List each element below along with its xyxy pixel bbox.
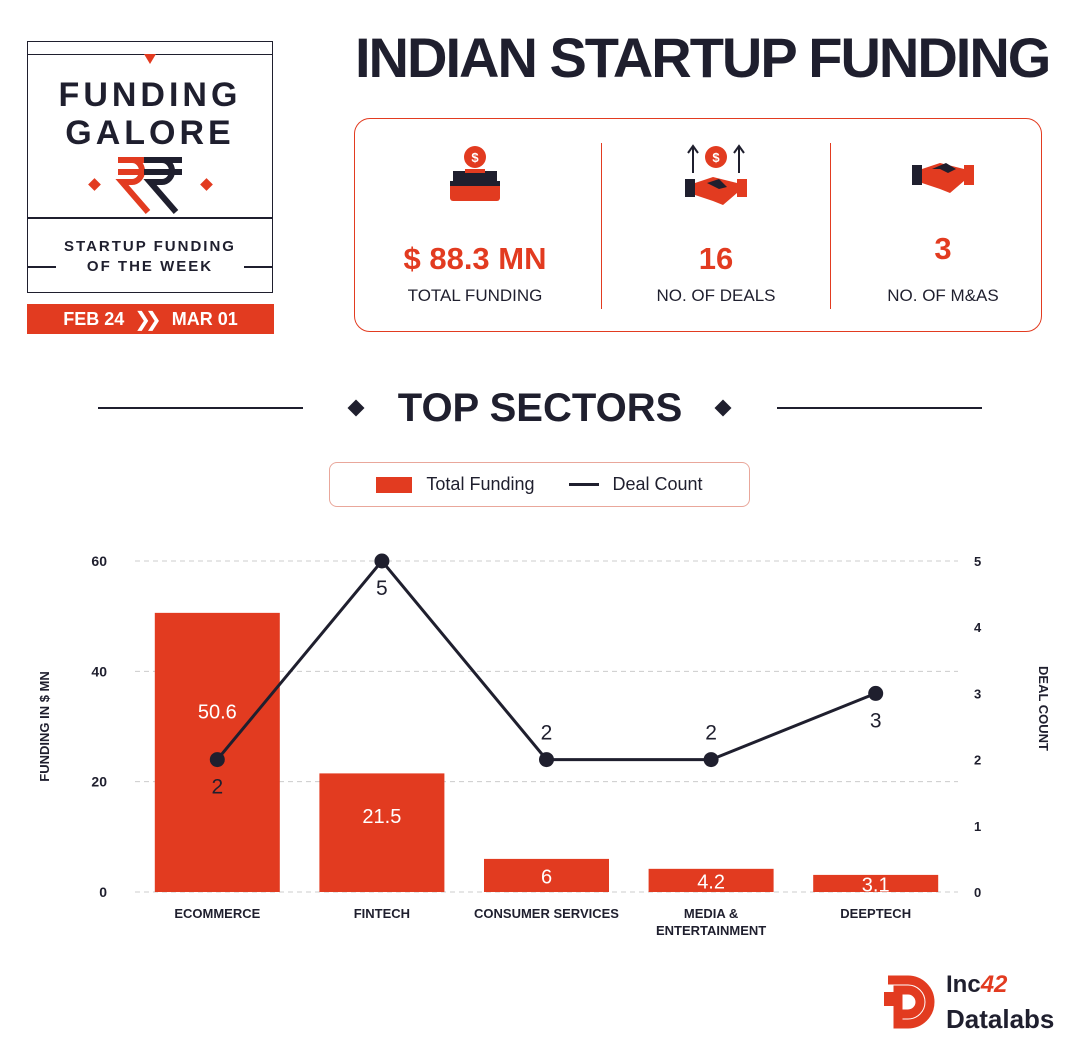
funding-bar-label: 50.6: [198, 702, 237, 724]
stat-value: 16: [698, 241, 734, 276]
section-diamond-right: [714, 399, 732, 417]
double-chevron-right-icon: ❯❯: [134, 308, 161, 331]
logo-brand: Inc42: [946, 973, 1007, 997]
logo-product: Datalabs: [946, 1004, 1055, 1034]
y2-tick-label: 0: [974, 885, 981, 900]
date-range-bar: FEB 24 ❯❯ MAR 01: [27, 304, 274, 334]
legend-bar-swatch: [376, 476, 413, 493]
funding-bar-label: 3.1: [862, 874, 890, 896]
stats-panel: $ $ 88.3 MN TOTAL FUNDING $: [354, 118, 1042, 332]
funding-bar: [484, 858, 609, 892]
y-tick-label: 0: [99, 884, 107, 900]
y-tick-label: 40: [91, 663, 107, 679]
badge-subtitle-line2: OF THE WEEK: [86, 258, 214, 275]
stat-deals: $ 16 NO. OF DEALS: [601, 119, 831, 333]
logo-brand-name: Inc: [946, 971, 981, 998]
stat-label: NO. OF DEALS: [656, 286, 776, 305]
badge-separator: [28, 217, 272, 219]
badge-title-line1: FUNDING: [58, 76, 242, 114]
legend-line-swatch: [568, 483, 599, 486]
badge-sub-line-left: [28, 266, 56, 268]
badge-triangle-marker: [144, 54, 156, 64]
stat-value: 3: [934, 231, 952, 266]
datalabs-logo-icon: [884, 975, 935, 1029]
y-tick-label: 20: [91, 774, 107, 790]
x-tick-label: ECOMMERCE: [174, 906, 260, 921]
funding-bar: [648, 868, 774, 892]
y2-tick-label: 4: [974, 620, 982, 635]
date-from: FEB 24: [63, 308, 125, 329]
svg-text:$: $: [712, 150, 720, 165]
rupee-icon: [28, 152, 272, 218]
stat-value: $ 88.3 MN: [403, 241, 547, 276]
x-tick-label: ENTERTAINMENT: [656, 923, 766, 938]
y2-tick-label: 2: [974, 753, 981, 768]
logo-brand-suffix: 42: [980, 971, 1008, 998]
funding-bar: [813, 874, 939, 892]
section-rule-left: [98, 407, 303, 409]
deal-count-label: 3: [870, 709, 882, 732]
deal-count-point: [539, 752, 554, 768]
svg-text:$: $: [471, 150, 479, 165]
deal-count-point: [209, 752, 225, 768]
stat-mas: 3 NO. OF M&AS: [828, 119, 1058, 333]
deal-count-label: 2: [541, 722, 553, 745]
deal-count-point: [868, 685, 884, 701]
stats-divider: [601, 143, 602, 309]
x-tick-label: FINTECH: [354, 906, 410, 921]
section-rule-right: [777, 407, 982, 409]
deal-count-label: 2: [705, 722, 717, 745]
page-title: INDIAN STARTUP FUNDING: [355, 26, 1051, 89]
stat-total-funding: $ $ 88.3 MN TOTAL FUNDING: [360, 119, 590, 333]
deal-growth-icon: $: [601, 143, 831, 211]
funding-bar-label: 6: [541, 866, 552, 888]
funding-bar-label: 4.2: [697, 871, 725, 893]
badge-title-line2: GALORE: [65, 114, 235, 152]
badge-sub-line-right: [244, 266, 272, 268]
stat-label: TOTAL FUNDING: [407, 286, 543, 305]
funding-galore-badge: FUNDING GALORE STARTUP FUNDING OF THE WE…: [27, 41, 273, 293]
chart-legend: Total Funding Deal Count: [329, 462, 750, 507]
y2-axis-title: DEAL COUNT: [1036, 666, 1051, 751]
x-tick-label: MEDIA &: [684, 906, 738, 921]
deal-count-point: [703, 752, 719, 768]
deal-count-point: [374, 553, 390, 569]
y2-tick-label: 3: [974, 686, 981, 701]
x-tick-label: DEEPTECH: [840, 906, 911, 921]
stat-label: NO. OF M&AS: [887, 286, 999, 305]
stats-divider: [830, 143, 831, 309]
section-diamond-left: [347, 399, 365, 417]
x-tick-label: CONSUMER SERVICES: [474, 906, 619, 921]
deal-count-label: 2: [211, 776, 223, 799]
date-to: MAR 01: [171, 308, 238, 329]
y-tick-label: 60: [91, 553, 107, 569]
money-box-icon: $: [360, 143, 590, 211]
y2-tick-label: 1: [974, 819, 981, 834]
handshake-icon: [828, 159, 1058, 227]
top-sectors-chart: 0 20 40 60 0 1 2 3 4 5 FUNDING IN $ MN DEAL COUNT 50…: [37, 553, 1051, 938]
y2-tick-label: 5: [974, 554, 981, 569]
legend-bar-label: Total Funding: [426, 474, 535, 494]
funding-bar: [319, 773, 445, 892]
legend-line-label: Deal Count: [612, 474, 703, 494]
deal-count-label: 5: [376, 577, 388, 600]
badge-subtitle-line1: STARTUP FUNDING: [64, 238, 236, 255]
funding-bar-label: 21.5: [362, 806, 401, 828]
y-axis-title: FUNDING IN $ MN: [37, 671, 52, 782]
section-title: TOP SECTORS: [397, 386, 683, 430]
